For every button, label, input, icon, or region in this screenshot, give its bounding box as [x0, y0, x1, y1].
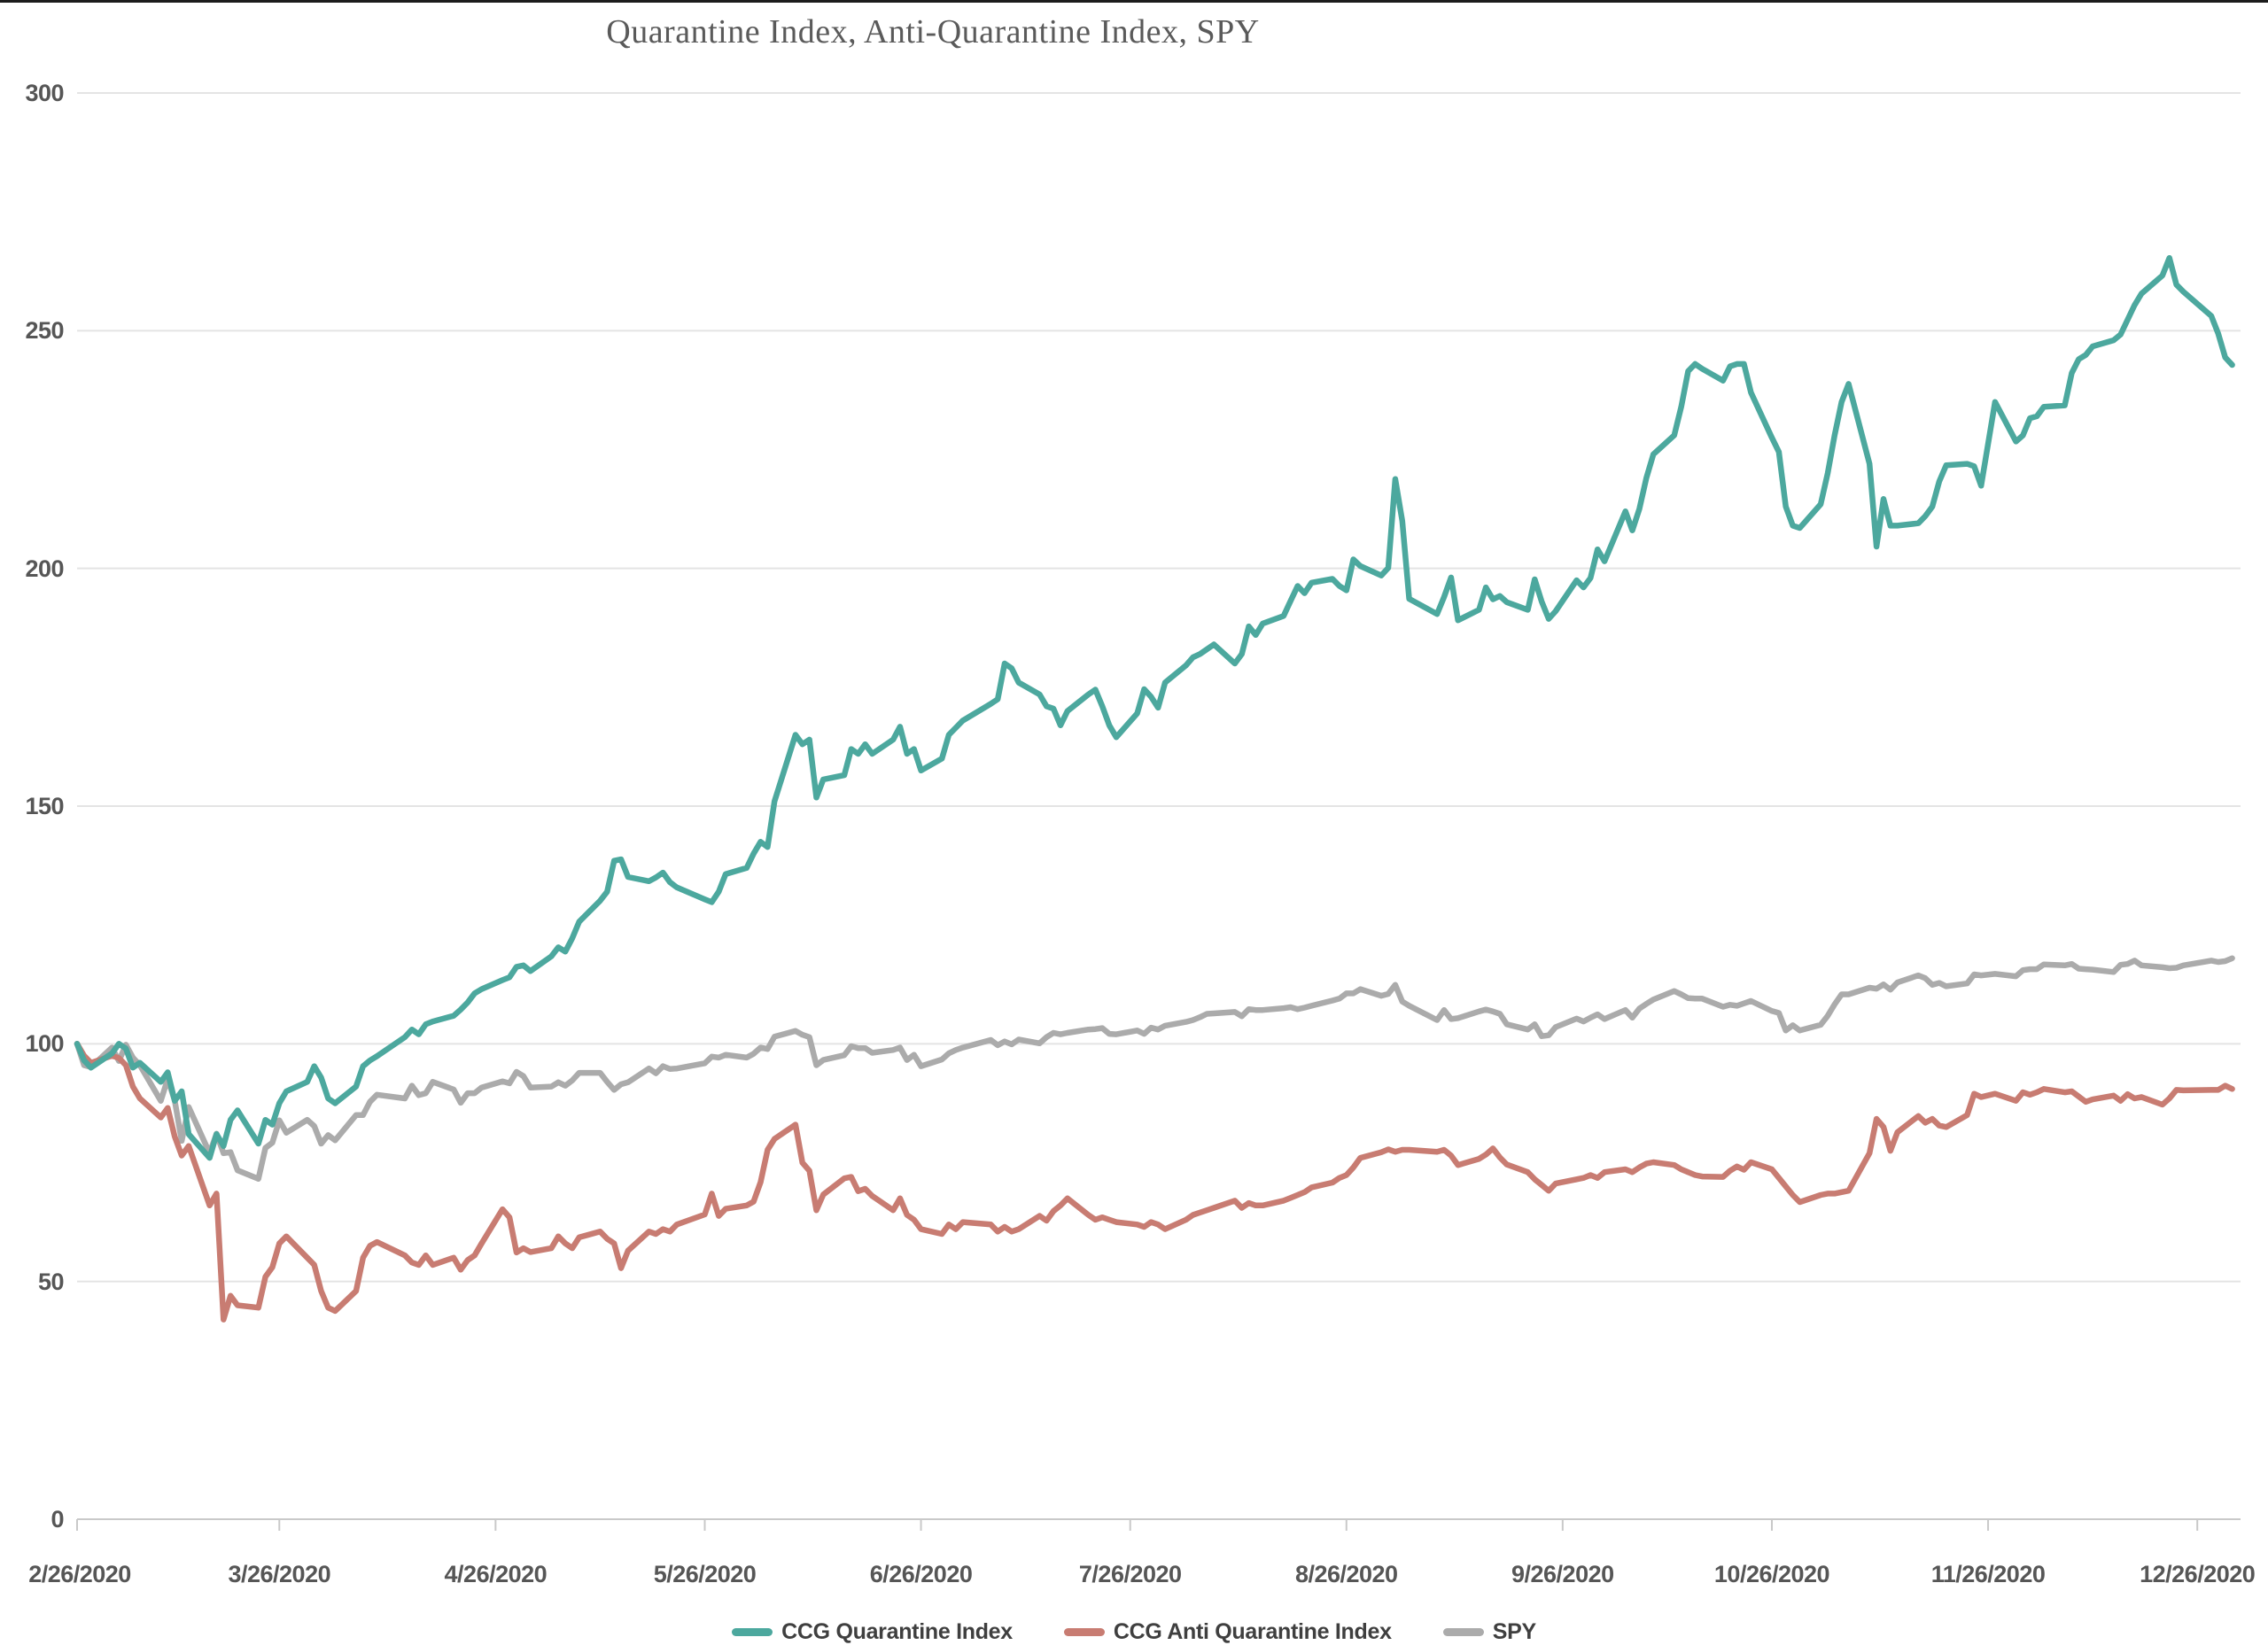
y-axis-label-250: 250: [25, 317, 64, 345]
x-axis-label-9: 11/26/2020: [1930, 1561, 2046, 1587]
chart-title: Quarantine Index, Anti-Quarantine Index,…: [606, 13, 1260, 50]
legend-item-anti-quarantine: CCG Anti Quarantine Index: [1063, 1619, 1392, 1645]
legend: CCG Quarantine Index CCG Anti Quarantine…: [0, 1619, 2268, 1645]
y-axis-label-100: 100: [25, 1030, 64, 1058]
y-axis-label-50: 50: [37, 1268, 65, 1295]
x-axis-label-2: 4/26/2020: [444, 1561, 548, 1587]
x-axis-label-10: 12/26/2020: [2140, 1561, 2256, 1587]
legend-label-anti-quarantine: CCG Anti Quarantine Index: [1113, 1619, 1392, 1644]
x-axis-label-6: 8/26/2020: [1294, 1561, 1398, 1587]
legend-item-spy: SPY: [1442, 1619, 1536, 1645]
x-axis-label-7: 9/26/2020: [1511, 1561, 1614, 1587]
x-axis-label-0: 2/26/2020: [28, 1561, 131, 1587]
y-axis-label-0: 0: [50, 1506, 64, 1532]
x-axis-label-5: 7/26/2020: [1078, 1561, 1182, 1587]
y-axis-label-200: 200: [25, 555, 64, 582]
quarantine-index-line: [74, 254, 2235, 1161]
spy-line: [74, 955, 2235, 1182]
window-top-edge: [0, 0, 2268, 3]
y-axis-label-150: 150: [25, 793, 64, 819]
y-axis-label-300: 300: [25, 80, 64, 106]
x-axis-label-3: 5/26/2020: [653, 1561, 757, 1587]
anti-quarantine-index-line: [74, 1041, 2235, 1323]
x-axis-label-1: 3/26/2020: [228, 1561, 331, 1587]
anti-quarantine-line-swatch-icon: [1063, 1628, 1105, 1636]
legend-item-quarantine: CCG Quarantine Index: [732, 1619, 1013, 1645]
legend-label-quarantine: CCG Quarantine Index: [781, 1619, 1013, 1644]
x-axis-label-8: 10/26/2020: [1713, 1561, 1830, 1587]
quarantine-line-swatch-icon: [732, 1628, 773, 1636]
legend-label-spy: SPY: [1492, 1619, 1536, 1644]
x-axis-label-4: 6/26/2020: [869, 1561, 973, 1587]
spy-line-swatch-icon: [1442, 1628, 1484, 1636]
